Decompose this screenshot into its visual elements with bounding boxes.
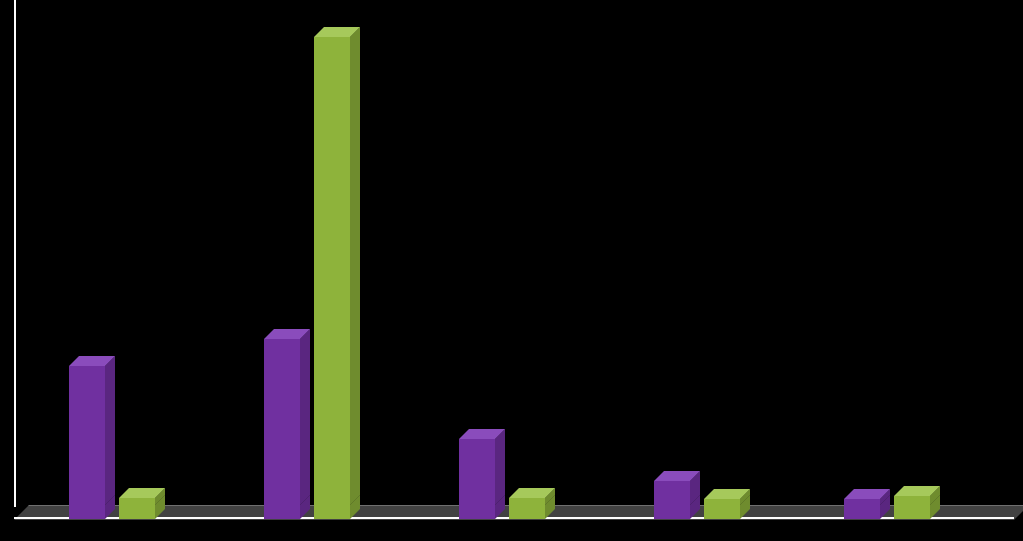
- bar: [69, 366, 105, 505]
- bar: [654, 481, 690, 505]
- bar-side: [350, 27, 360, 505]
- bar: [459, 439, 495, 505]
- bar-base-lip: [844, 505, 880, 519]
- bar-base-lip: [654, 505, 690, 519]
- bar: [844, 499, 880, 505]
- bar-base-lip: [314, 505, 350, 519]
- bar-front: [894, 496, 930, 505]
- bar-front: [69, 366, 105, 505]
- bar-front: [509, 498, 545, 505]
- bar: [704, 499, 740, 505]
- plot-area: [14, 0, 1014, 541]
- bar-base-lip: [704, 505, 740, 519]
- bar-base-lip: [894, 505, 930, 519]
- bar-side: [495, 429, 505, 505]
- bar-front: [314, 37, 350, 505]
- bar-front: [654, 481, 690, 505]
- chart-container: [0, 0, 1023, 541]
- bar-base-lip: [69, 505, 105, 519]
- bar-base-lip: [264, 505, 300, 519]
- bar-front: [264, 339, 300, 505]
- bar: [894, 496, 930, 505]
- bar-base-lip: [509, 505, 545, 519]
- bar-front: [119, 498, 155, 505]
- bar: [119, 498, 155, 505]
- bar-front: [459, 439, 495, 505]
- bar: [314, 37, 350, 505]
- bar-side: [105, 356, 115, 505]
- bar: [264, 339, 300, 505]
- bar-base-lip: [459, 505, 495, 519]
- bar-base-lip: [119, 505, 155, 519]
- bar-side: [300, 329, 310, 505]
- bar: [509, 498, 545, 505]
